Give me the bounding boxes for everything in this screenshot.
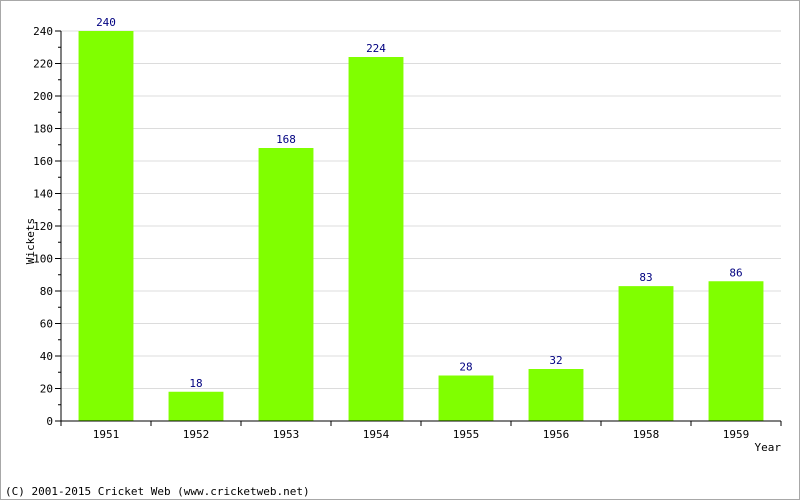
- x-tick-label: 1952: [183, 428, 210, 441]
- x-tick-label: 1954: [363, 428, 390, 441]
- bar: [708, 281, 764, 421]
- bar: [528, 369, 584, 421]
- bar-value-label: 86: [729, 266, 742, 279]
- bar-value-label: 168: [276, 133, 296, 146]
- bar: [618, 286, 674, 421]
- bar-value-label: 32: [549, 354, 562, 367]
- x-tick-label: 1955: [453, 428, 480, 441]
- y-tick-label: 80: [40, 285, 53, 298]
- x-tick-label: 1959: [723, 428, 750, 441]
- y-tick-label: 200: [33, 90, 53, 103]
- x-tick-label: 1951: [93, 428, 120, 441]
- y-tick-label: 220: [33, 58, 53, 71]
- bar: [348, 57, 404, 421]
- bar-value-label: 240: [96, 16, 116, 29]
- x-tick-label: 1953: [273, 428, 300, 441]
- copyright-footer: (C) 2001-2015 Cricket Web (www.cricketwe…: [5, 485, 310, 498]
- bar-value-label: 83: [639, 271, 652, 284]
- bar-value-label: 28: [459, 361, 472, 374]
- y-tick-label: 120: [33, 220, 53, 233]
- y-tick-label: 140: [33, 188, 53, 201]
- y-tick-label: 100: [33, 253, 53, 266]
- y-tick-label: 40: [40, 350, 53, 363]
- bar-value-label: 18: [189, 377, 202, 390]
- bar: [168, 391, 224, 421]
- y-tick-label: 60: [40, 318, 53, 331]
- x-axis-title: Year: [755, 441, 782, 454]
- y-tick-label: 240: [33, 25, 53, 38]
- y-tick-label: 180: [33, 123, 53, 136]
- bar-value-label: 224: [366, 42, 386, 55]
- bar: [438, 375, 494, 421]
- x-tick-label: 1958: [633, 428, 660, 441]
- y-tick-label: 20: [40, 383, 53, 396]
- y-tick-label: 0: [46, 415, 53, 428]
- y-axis-title: Wickets: [24, 218, 37, 264]
- x-tick-label: 1956: [543, 428, 570, 441]
- bar: [258, 148, 314, 421]
- y-tick-label: 160: [33, 155, 53, 168]
- bar: [78, 31, 134, 421]
